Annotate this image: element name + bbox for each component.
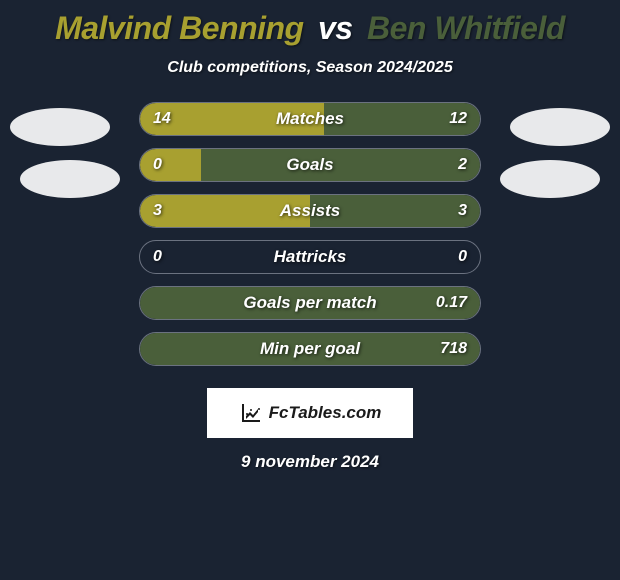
stat-label: Min per goal [260, 339, 360, 359]
stat-fill-right [201, 149, 480, 181]
player1-name: Malvind Benning [55, 10, 304, 46]
stat-row: Goals per match 0.17 [139, 286, 481, 320]
stat-row: Min per goal 718 [139, 332, 481, 366]
team-badge-left-1 [10, 108, 110, 146]
stat-label: Matches [276, 109, 344, 129]
stat-value-right: 0 [458, 248, 467, 266]
stat-value-right: 0.17 [436, 294, 467, 312]
team-badge-left-2 [20, 160, 120, 198]
stat-row: 14 Matches 12 [139, 102, 481, 136]
team-badge-right-1 [510, 108, 610, 146]
stat-value-left: 0 [153, 156, 162, 174]
stats-area: 14 Matches 12 0 Goals 2 3 Assists 3 0 Hattricks 0 Go… [0, 102, 620, 378]
player2-name: Ben Whitfield [367, 10, 565, 46]
stat-label: Hattricks [274, 247, 347, 267]
stat-fill-left [140, 149, 201, 181]
stat-value-left: 14 [153, 110, 171, 128]
stat-value-right: 12 [449, 110, 467, 128]
stat-value-right: 718 [440, 340, 467, 358]
stat-value-right: 3 [458, 202, 467, 220]
comparison-card: Malvind Benning vs Ben Whitfield Club co… [0, 0, 620, 482]
source-logo-text: FcTables.com [269, 403, 382, 423]
comparison-title: Malvind Benning vs Ben Whitfield [0, 10, 620, 47]
stat-label: Goals per match [243, 293, 376, 313]
source-logo-box[interactable]: FcTables.com [207, 388, 413, 438]
stat-row: 0 Hattricks 0 [139, 240, 481, 274]
stat-row: 3 Assists 3 [139, 194, 481, 228]
stat-value-left: 0 [153, 248, 162, 266]
stat-label: Assists [280, 201, 340, 221]
vs-label: vs [318, 10, 353, 46]
stat-row: 0 Goals 2 [139, 148, 481, 182]
stat-value-right: 2 [458, 156, 467, 174]
snapshot-date: 9 november 2024 [0, 452, 620, 472]
chart-icon [239, 401, 263, 425]
season-subtitle: Club competitions, Season 2024/2025 [0, 59, 620, 77]
team-badge-right-2 [500, 160, 600, 198]
stat-value-left: 3 [153, 202, 162, 220]
stat-label: Goals [286, 155, 333, 175]
